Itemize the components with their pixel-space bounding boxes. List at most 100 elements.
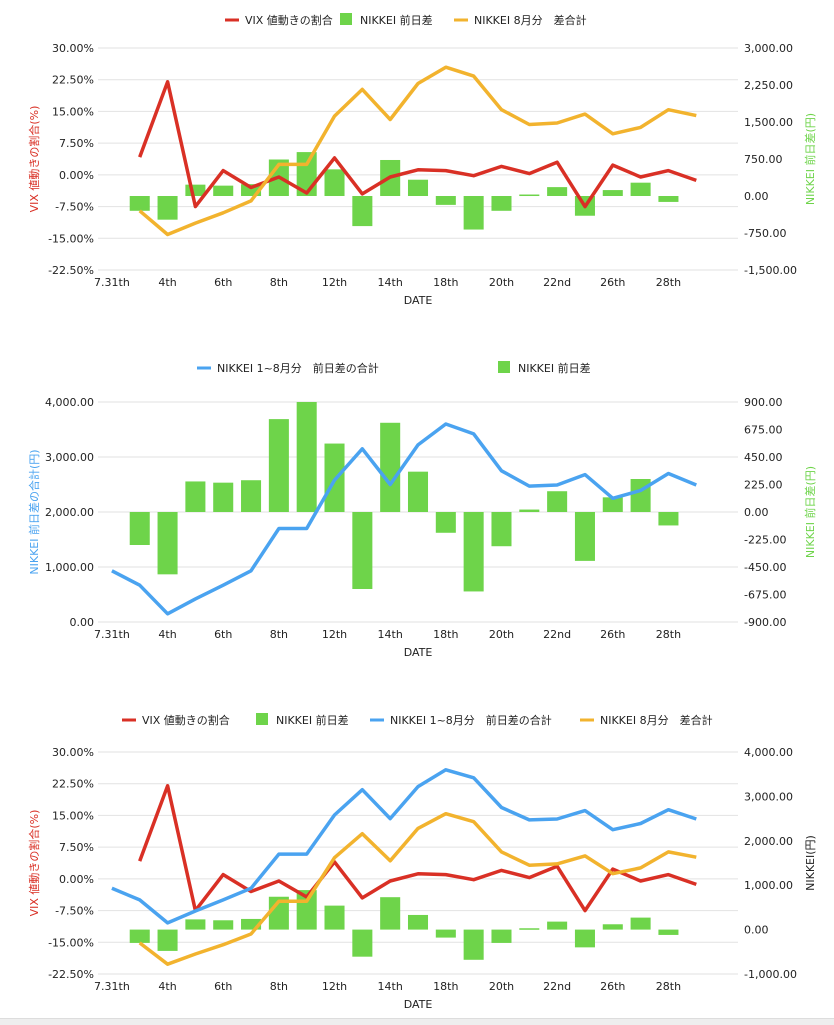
right-tick-label: -1,000.00 (744, 968, 797, 981)
bar (463, 512, 484, 592)
right-axis-title: NIKKEI(円) (804, 835, 817, 891)
left-tick-label: -22.50% (48, 264, 94, 277)
bar (157, 929, 178, 951)
right-tick-label: 900.00 (744, 396, 783, 409)
left-tick-label: 30.00% (52, 746, 94, 759)
x-tick-label: 6th (214, 628, 232, 641)
bar (630, 479, 651, 512)
legend-label: NIKKEI 前日差 (360, 13, 433, 27)
right-tick-label: -225.00 (744, 534, 786, 547)
bar (463, 196, 484, 230)
left-tick-label: 22.50% (52, 778, 94, 791)
x-tick-label: 26th (600, 276, 625, 289)
left-tick-label: 4,000.00 (45, 396, 94, 409)
x-tick-label: 22nd (543, 980, 571, 993)
series-line (138, 784, 697, 913)
bar (435, 512, 456, 533)
x-tick-label: 22nd (543, 628, 571, 641)
x-tick-label: 18th (433, 276, 458, 289)
bar (574, 929, 595, 948)
bar (602, 497, 623, 512)
right-tick-label: 0.00 (744, 924, 769, 937)
left-tick-label: 15.00% (52, 105, 94, 118)
legend-label: NIKKEI 8月分 差合計 (474, 13, 587, 27)
right-tick-label: -900.00 (744, 616, 786, 629)
right-tick-label: 675.00 (744, 424, 783, 437)
left-tick-label: -7.50% (55, 905, 94, 918)
bar (407, 179, 429, 196)
chart-combined: 30.00% 22.50% 15.00% 7.50% 0.00% -7.50% -15.00… (27, 713, 817, 1011)
legend-label: NIKKEI 前日差 (518, 361, 591, 375)
x-tick-label: 28th (656, 980, 681, 993)
left-tick-label: 15.00% (52, 809, 94, 822)
x-tick-label: 12th (322, 276, 347, 289)
x-tick-label: 4th (158, 628, 176, 641)
x-tick-label: 8th (270, 628, 288, 641)
left-tick-label: 0.00% (59, 169, 94, 182)
left-axis-title: NIKKEI 前日差の合計(円) (27, 449, 41, 574)
x-axis-title: DATE (404, 646, 433, 659)
legend-swatch (498, 361, 510, 373)
series-line (138, 65, 697, 237)
left-tick-label: 3,000.00 (45, 451, 94, 464)
bar (185, 919, 206, 930)
bar (241, 480, 262, 512)
left-axis-title: VIX 値動きの割合(%) (27, 810, 41, 917)
bar (574, 512, 595, 561)
left-tick-label: -15.00% (48, 936, 94, 949)
left-axis-title: VIX 値動きの割合(%) (27, 106, 41, 213)
left-tick-label: 30.00% (52, 42, 94, 55)
x-tick-label: 20th (489, 276, 514, 289)
left-tick-label: -7.50% (55, 201, 94, 214)
legend-label: VIX 値動きの割合 (142, 713, 230, 727)
bar (241, 918, 262, 930)
right-axis-title: NIKKEI 前日差(円) (803, 113, 817, 205)
x-tick-label: 28th (656, 276, 681, 289)
x-tick-label: 12th (322, 980, 347, 993)
x-tick-label: 7.31th (94, 980, 130, 993)
bar (435, 196, 456, 205)
bar (519, 928, 540, 930)
right-tick-label: -450.00 (744, 561, 786, 574)
bar (463, 929, 484, 960)
x-tick-label: 22nd (543, 276, 571, 289)
bar (324, 905, 345, 930)
bar (407, 914, 429, 930)
right-tick-label: 2,000.00 (744, 835, 793, 848)
bar (547, 921, 568, 930)
bar (519, 509, 540, 512)
legend-label: VIX 値動きの割合 (245, 13, 333, 27)
bottom-divider (0, 1018, 834, 1025)
left-tick-label: 2,000.00 (45, 506, 94, 519)
bar (241, 184, 262, 196)
left-tick-label: -22.50% (48, 968, 94, 981)
x-tick-label: 26th (600, 628, 625, 641)
right-tick-label: 1,500.00 (744, 116, 793, 129)
bar (213, 185, 234, 196)
left-tick-label: 0.00% (59, 873, 94, 886)
left-tick-label: 7.50% (59, 137, 94, 150)
legend-swatch (340, 13, 352, 25)
left-tick-label: 1,000.00 (45, 561, 94, 574)
bar (157, 196, 178, 220)
bar (129, 196, 150, 211)
right-tick-label: 4,000.00 (744, 746, 793, 759)
bar (630, 182, 651, 196)
bar (185, 481, 206, 512)
x-tick-label: 20th (489, 980, 514, 993)
bar (407, 471, 429, 512)
right-tick-label: 225.00 (744, 479, 783, 492)
legend-label: NIKKEI 8月分 差合計 (600, 713, 713, 727)
bar (658, 196, 679, 202)
bar (129, 929, 150, 943)
right-tick-label: 450.00 (744, 451, 783, 464)
x-tick-label: 14th (378, 628, 403, 641)
bar (547, 491, 568, 512)
bar (268, 419, 289, 512)
x-tick-label: 4th (158, 980, 176, 993)
x-tick-label: 28th (656, 628, 681, 641)
bar (491, 196, 512, 211)
bar (658, 512, 679, 526)
bar (157, 512, 178, 575)
left-tick-label: 22.50% (52, 74, 94, 87)
